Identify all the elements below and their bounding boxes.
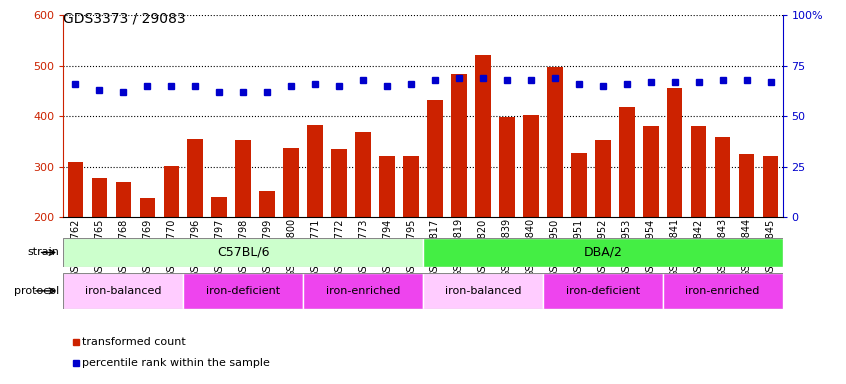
Bar xyxy=(595,140,611,318)
Bar xyxy=(63,238,423,267)
Text: iron-balanced: iron-balanced xyxy=(85,286,162,296)
Text: iron-deficient: iron-deficient xyxy=(566,286,640,296)
Text: protocol: protocol xyxy=(14,286,59,296)
Bar xyxy=(116,182,131,318)
Bar xyxy=(643,126,658,318)
Bar xyxy=(475,55,491,318)
Text: transformed count: transformed count xyxy=(82,337,186,347)
Text: iron-balanced: iron-balanced xyxy=(445,286,521,296)
Bar xyxy=(303,273,423,309)
Bar xyxy=(235,140,251,318)
Bar xyxy=(499,117,514,318)
Bar xyxy=(163,166,179,318)
Bar xyxy=(543,273,662,309)
Bar xyxy=(523,115,539,318)
Bar xyxy=(212,197,227,318)
Bar xyxy=(423,273,543,309)
Text: GDS3373 / 29083: GDS3373 / 29083 xyxy=(63,12,186,25)
Bar xyxy=(662,273,783,309)
Text: C57BL/6: C57BL/6 xyxy=(217,246,270,259)
Bar xyxy=(63,273,184,309)
Bar xyxy=(188,139,203,318)
Text: strain: strain xyxy=(27,247,59,258)
Bar xyxy=(307,125,323,318)
Bar xyxy=(451,74,467,318)
Bar xyxy=(332,149,347,318)
Bar xyxy=(68,162,83,318)
Bar xyxy=(427,100,442,318)
Bar xyxy=(715,137,730,318)
Text: DBA/2: DBA/2 xyxy=(584,246,622,259)
Text: iron-deficient: iron-deficient xyxy=(206,286,280,296)
Bar xyxy=(260,191,275,318)
Bar xyxy=(404,157,419,318)
Bar xyxy=(739,154,755,318)
Bar xyxy=(547,67,563,318)
Bar xyxy=(379,157,395,318)
Text: iron-enriched: iron-enriched xyxy=(326,286,400,296)
Bar xyxy=(184,273,303,309)
Text: percentile rank within the sample: percentile rank within the sample xyxy=(82,358,270,368)
Bar xyxy=(691,126,706,318)
Bar xyxy=(667,88,683,318)
Bar xyxy=(283,148,299,318)
Bar xyxy=(571,154,586,318)
Bar xyxy=(619,107,634,318)
Bar xyxy=(355,132,371,318)
Bar xyxy=(423,238,783,267)
Bar xyxy=(91,178,107,318)
Text: iron-enriched: iron-enriched xyxy=(685,286,760,296)
Bar xyxy=(140,198,155,318)
Bar xyxy=(763,157,778,318)
